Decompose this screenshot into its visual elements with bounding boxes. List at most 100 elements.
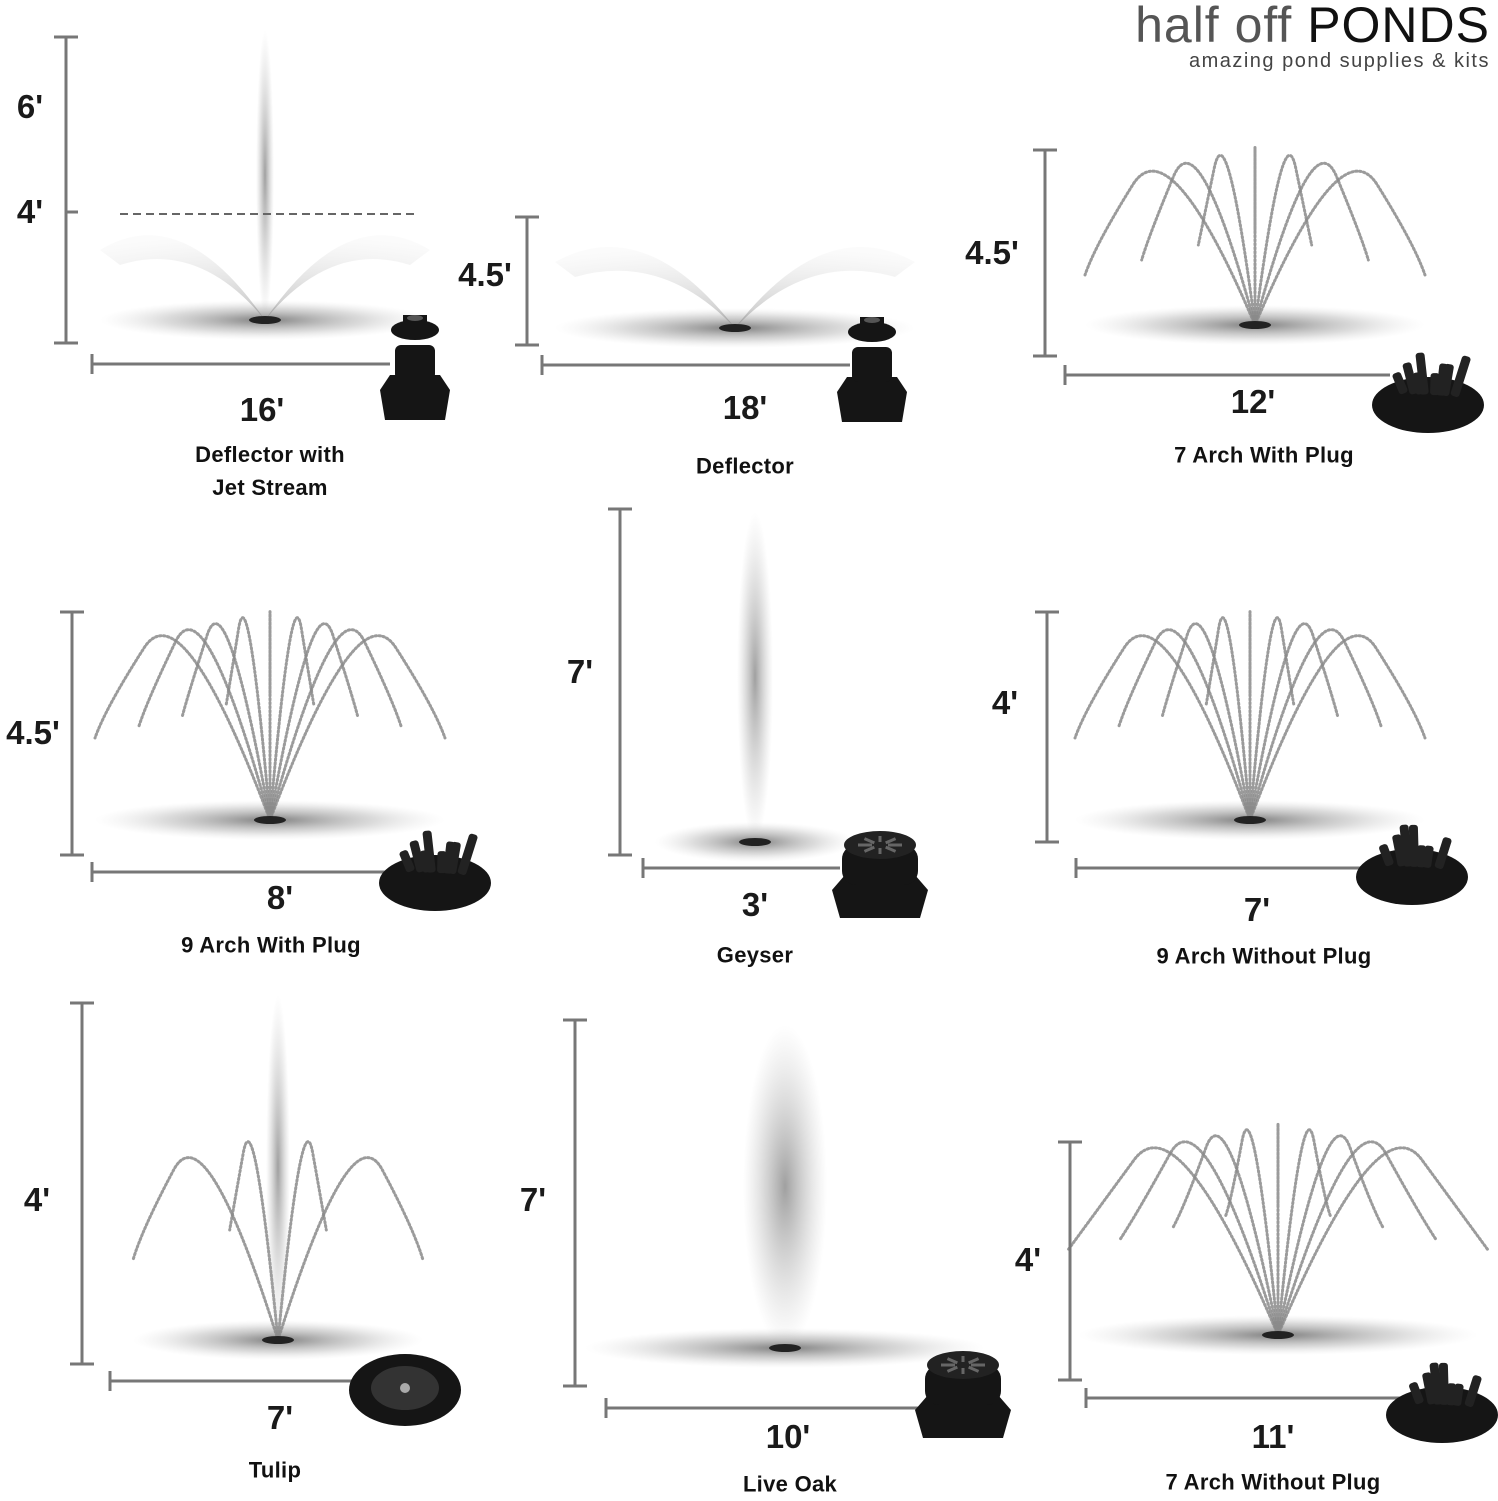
- nozzle-tube: [399, 850, 415, 873]
- arch-stream: [137, 628, 272, 822]
- height-label: 6': [16, 88, 44, 125]
- arch-stream: [1253, 169, 1427, 327]
- arch-stream: [1161, 622, 1252, 822]
- multi-jet-plug-icon: [379, 830, 491, 911]
- nozzle-tube: [1412, 372, 1425, 395]
- arch-stream: [181, 622, 272, 822]
- water-jet: [743, 1025, 827, 1348]
- arch-stream: [93, 634, 272, 822]
- width-label: 7': [1243, 891, 1271, 928]
- fountain-name: Tulip: [248, 1457, 302, 1483]
- nozzle-tube: [1450, 355, 1471, 397]
- height-label: 4': [991, 684, 1019, 721]
- width-label: 8': [266, 879, 294, 916]
- arch-stream: [268, 616, 316, 822]
- arch-stream: [1119, 1140, 1280, 1337]
- height-label: 4.5': [458, 256, 512, 293]
- fountain-name: 9 Arch With Plug: [181, 932, 361, 958]
- arch-stream: [1248, 634, 1427, 822]
- nozzle-tube: [1464, 1375, 1482, 1407]
- water-jet: [266, 995, 290, 1340]
- fountain-panel: [60, 610, 491, 911]
- nozzle-hole: [885, 845, 897, 853]
- nozzle-top: [844, 831, 916, 859]
- deflector-icon: [837, 317, 907, 422]
- fountain-panel: [515, 215, 915, 422]
- arch-stream: [1224, 1128, 1280, 1337]
- multi-jet-icon: [1356, 824, 1468, 905]
- nozzle-outlet: [769, 1344, 801, 1352]
- width-label: 7': [266, 1399, 294, 1436]
- arch-stream: [1248, 622, 1339, 822]
- nozzle-tube: [443, 841, 456, 874]
- nozzle-hole: [968, 1365, 980, 1373]
- arch-stream: [268, 622, 359, 822]
- nozzle-tube: [1422, 1372, 1437, 1405]
- nozzle-hole: [863, 837, 875, 845]
- logo-bold-text: PONDS: [1307, 0, 1490, 53]
- fountain-panel: [563, 1018, 1011, 1438]
- nozzle-base: [380, 375, 450, 420]
- height-label: 4': [23, 1181, 51, 1218]
- tulip-icon: [349, 1354, 461, 1426]
- nozzle-outlet: [1262, 1331, 1294, 1339]
- nozzle-base: [832, 875, 928, 918]
- nozzle-base: [837, 377, 907, 422]
- height-label: 4.5': [965, 234, 1019, 271]
- height-label: 7': [519, 1181, 547, 1218]
- nozzle-disc: [1372, 377, 1484, 433]
- arch-stream: [1204, 616, 1252, 822]
- logo-tagline: amazing pond supplies & kits: [1188, 50, 1490, 72]
- nozzle-outlet: [1234, 816, 1266, 824]
- nozzle-tube: [1402, 362, 1419, 395]
- nozzle-tube: [1392, 372, 1408, 395]
- nozzle-tube: [409, 840, 426, 873]
- nozzle-hole: [968, 1357, 980, 1365]
- arch-stream: [1248, 616, 1296, 822]
- nozzle-opening: [407, 315, 423, 321]
- arch-stream: [268, 628, 403, 822]
- arch-stream: [276, 1156, 425, 1342]
- nozzle-tube: [1434, 837, 1452, 869]
- fountain-name: 7 Arch With Plug: [1174, 442, 1354, 468]
- nozzle-tube: [419, 850, 432, 873]
- secondary-height-label: 4': [16, 193, 44, 230]
- fountain-panel: [70, 995, 461, 1426]
- nozzle-tube: [1409, 1382, 1424, 1405]
- fountain-name: Geyser: [716, 942, 794, 968]
- nozzle-tube: [1392, 834, 1407, 867]
- fountain-name: 9 Arch Without Plug: [1156, 943, 1372, 969]
- width-label: 10': [765, 1418, 811, 1455]
- nozzle-disc: [379, 855, 491, 911]
- fountain-panel: [1035, 610, 1468, 905]
- arch-stream: [1253, 154, 1314, 327]
- arch-stream: [268, 634, 447, 822]
- nozzle-outlet: [254, 816, 286, 824]
- arch-stream: [1276, 1146, 1490, 1337]
- nozzle-tube: [1399, 824, 1413, 867]
- multi-jet-plug-icon: [1372, 352, 1484, 433]
- arch-stream: [1117, 628, 1252, 822]
- nozzle-tube: [1436, 363, 1449, 396]
- water-jet: [256, 30, 274, 320]
- arch-stream: [1196, 154, 1257, 327]
- nozzle-hole: [400, 1383, 410, 1393]
- water-jet: [737, 512, 773, 842]
- arch-stream: [1083, 169, 1257, 327]
- fountain-name: 7 Arch Without Plug: [1165, 1469, 1381, 1495]
- multi-jet-icon: [1386, 1362, 1498, 1443]
- height-label: 4.5': [6, 714, 60, 751]
- nozzle-tube: [457, 833, 478, 875]
- nozzle-hole: [863, 845, 875, 853]
- nozzle-tube: [1446, 1383, 1457, 1406]
- nozzle-top: [927, 1351, 999, 1379]
- width-label: 12': [1230, 383, 1276, 420]
- nozzle-outlet: [719, 324, 751, 332]
- nozzle-hole: [946, 1365, 958, 1373]
- nozzle-outlet: [739, 838, 771, 846]
- width-label: 3': [741, 886, 769, 923]
- arch-stream: [1253, 161, 1370, 327]
- arch-stream: [1140, 161, 1257, 327]
- geyser-icon: [915, 1351, 1011, 1438]
